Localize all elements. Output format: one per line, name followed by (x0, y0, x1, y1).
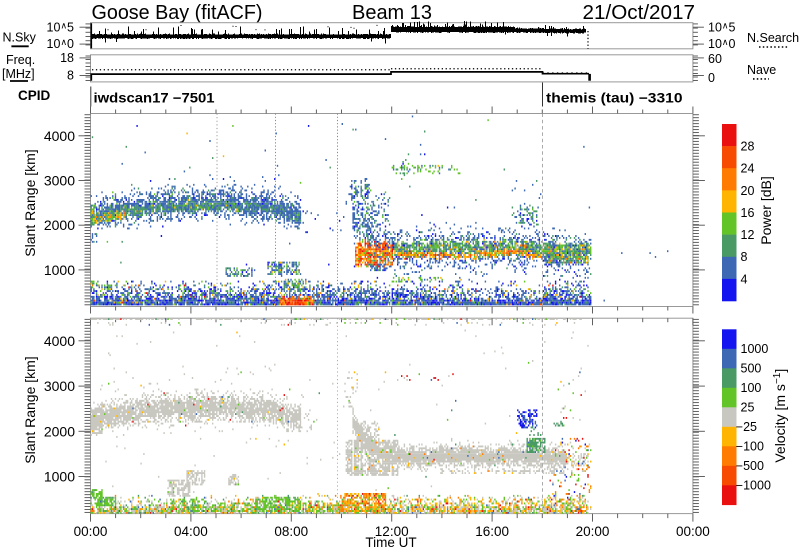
svg-text:3000: 3000 (44, 173, 75, 189)
svg-text:24: 24 (741, 162, 755, 176)
svg-text:25: 25 (741, 401, 755, 415)
svg-text:4000: 4000 (44, 333, 75, 349)
svg-text:Time UT: Time UT (365, 535, 416, 550)
svg-text:8: 8 (67, 69, 74, 83)
svg-text:iwdscan17 −7501: iwdscan17 −7501 (94, 91, 216, 106)
svg-text:2000: 2000 (44, 423, 75, 439)
svg-text:16:00: 16:00 (475, 524, 509, 539)
svg-text:N.Sky: N.Sky (3, 31, 37, 45)
svg-text:[MHz]: [MHz] (2, 67, 35, 81)
svg-text:Slant Range [km]: Slant Range [km] (22, 356, 38, 463)
svg-text:8: 8 (741, 250, 748, 264)
svg-text:28: 28 (741, 140, 755, 154)
svg-text:2000: 2000 (44, 217, 75, 233)
svg-text:20:00: 20:00 (576, 524, 610, 539)
svg-text:10∧5: 10∧5 (47, 21, 75, 35)
svg-text:12: 12 (741, 228, 755, 242)
svg-text:08:00: 08:00 (274, 524, 308, 539)
svg-text:00:00: 00:00 (676, 524, 710, 539)
svg-text:1000: 1000 (44, 262, 75, 278)
svg-text:10∧0: 10∧0 (708, 37, 736, 51)
svg-text:CPID: CPID (18, 88, 51, 103)
svg-text:Velocity [m s−1]: Velocity [m s−1] (772, 369, 788, 463)
svg-text:−1000: −1000 (736, 479, 771, 493)
svg-text:Slant Range [km]: Slant Range [km] (22, 149, 38, 256)
svg-text:10∧5: 10∧5 (708, 21, 736, 35)
svg-text:1000: 1000 (44, 469, 75, 485)
svg-text:−500: −500 (736, 459, 764, 473)
svg-text:00:00: 00:00 (74, 524, 108, 539)
svg-text:100: 100 (741, 381, 762, 395)
svg-text:Power [dB]: Power [dB] (758, 176, 774, 244)
svg-text:60: 60 (708, 52, 722, 66)
svg-text:N.Search: N.Search (747, 31, 799, 45)
svg-text:themis (tau) −3310: themis (tau) −3310 (546, 91, 683, 106)
svg-text:Nave: Nave (747, 63, 776, 77)
svg-text:−25: −25 (736, 420, 757, 434)
svg-text:1000: 1000 (741, 342, 769, 356)
svg-text:Goose Bay (fitACF): Goose Bay (fitACF) (92, 1, 263, 24)
svg-text:4: 4 (741, 272, 748, 286)
svg-text:18: 18 (60, 51, 74, 65)
svg-text:500: 500 (741, 362, 762, 376)
svg-text:Freq.: Freq. (6, 53, 35, 67)
svg-text:Beam 13: Beam 13 (352, 1, 432, 24)
svg-text:0: 0 (708, 71, 715, 85)
svg-text:12:00: 12:00 (375, 524, 409, 539)
svg-text:20: 20 (741, 184, 755, 198)
svg-text:04:00: 04:00 (174, 524, 208, 539)
svg-text:−100: −100 (736, 440, 764, 454)
svg-text:16: 16 (741, 206, 755, 220)
svg-text:3000: 3000 (44, 378, 75, 394)
svg-text:10∧0: 10∧0 (47, 37, 75, 51)
svg-text:21/Oct/2017: 21/Oct/2017 (583, 1, 696, 24)
svg-text:4000: 4000 (44, 128, 75, 144)
